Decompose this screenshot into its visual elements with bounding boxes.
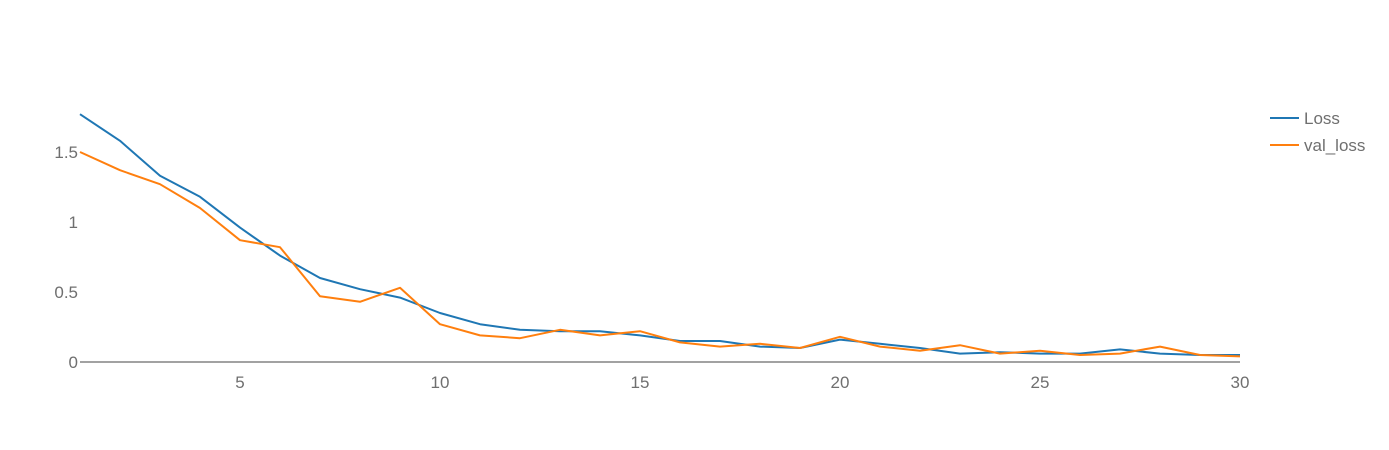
y-axis: 0 0.5 1 1.5 (54, 143, 78, 372)
series-layer (79, 113, 1241, 358)
legend-label: Loss (1304, 109, 1340, 128)
legend-label: val_loss (1304, 136, 1365, 155)
y-tick-label: 0 (69, 353, 78, 372)
x-axis: 5 10 15 20 25 30 (80, 361, 1250, 392)
x-tick-label: 5 (235, 373, 244, 392)
y-tick-label: 1 (69, 213, 78, 232)
legend-item-val-loss[interactable]: val_loss (1270, 136, 1365, 155)
y-tick-label: 1.5 (54, 143, 78, 162)
x-tick-label: 20 (831, 373, 850, 392)
x-tick-label: 30 (1231, 373, 1250, 392)
series-line-val-loss (79, 151, 1241, 358)
series-line-loss (79, 113, 1240, 356)
legend[interactable]: Loss val_loss (1270, 109, 1365, 155)
x-tick-label: 10 (431, 373, 450, 392)
x-tick-label: 25 (1031, 373, 1050, 392)
legend-item-loss[interactable]: Loss (1270, 109, 1340, 128)
y-tick-label: 0.5 (54, 283, 78, 302)
x-tick-label: 15 (631, 373, 650, 392)
